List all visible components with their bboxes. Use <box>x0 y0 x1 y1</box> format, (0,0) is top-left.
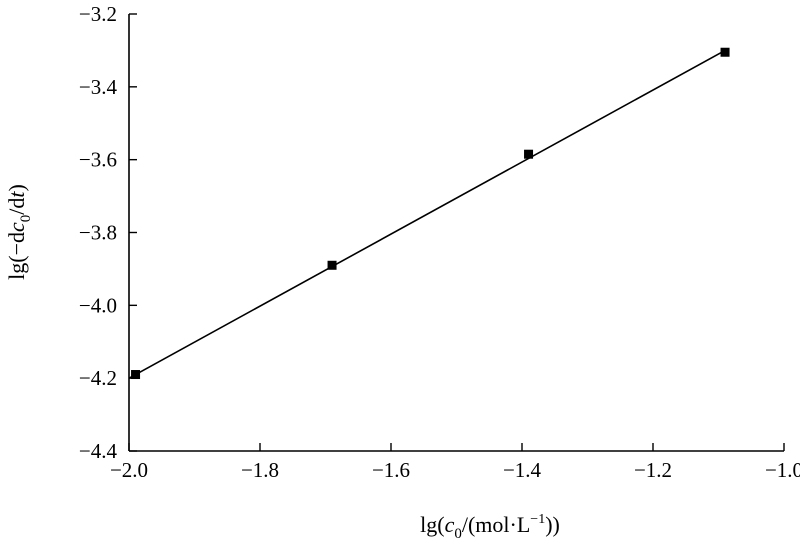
y-axis-label: lg(−dc0/dt) <box>4 184 34 280</box>
y-tick-label: −3.6 <box>79 148 117 172</box>
fit-line <box>128 49 726 379</box>
y-tick-label: −4.0 <box>79 293 117 317</box>
series <box>128 47 730 380</box>
x-tick-label: −1.0 <box>765 458 800 482</box>
x-axis-ticks: −2.0 −1.8 −1.6 −1.4 −1.2 −1.0 <box>110 443 800 482</box>
data-point <box>131 370 141 380</box>
axes <box>128 14 784 452</box>
y-tick-label: −4.2 <box>79 366 117 390</box>
x-tick-label: −1.8 <box>241 458 279 482</box>
data-point <box>327 260 337 270</box>
x-tick-label: −1.2 <box>634 458 672 482</box>
x-axis-label: lg(c0/(mol·L−1)) <box>420 512 560 542</box>
data-point <box>524 149 534 159</box>
y-axis-ticks: −4.4 −4.2 −4.0 −3.8 −3.6 −3.4 −3.2 <box>79 2 137 463</box>
y-tick-label: −4.4 <box>79 439 118 463</box>
x-tick-label: −1.4 <box>503 458 542 482</box>
x-tick-label: −2.0 <box>110 458 148 482</box>
data-point <box>720 47 730 57</box>
y-tick-label: −3.8 <box>79 221 117 245</box>
y-tick-label: −3.4 <box>79 75 118 99</box>
x-tick-label: −1.6 <box>372 458 410 482</box>
y-tick-label: −3.2 <box>79 2 117 26</box>
